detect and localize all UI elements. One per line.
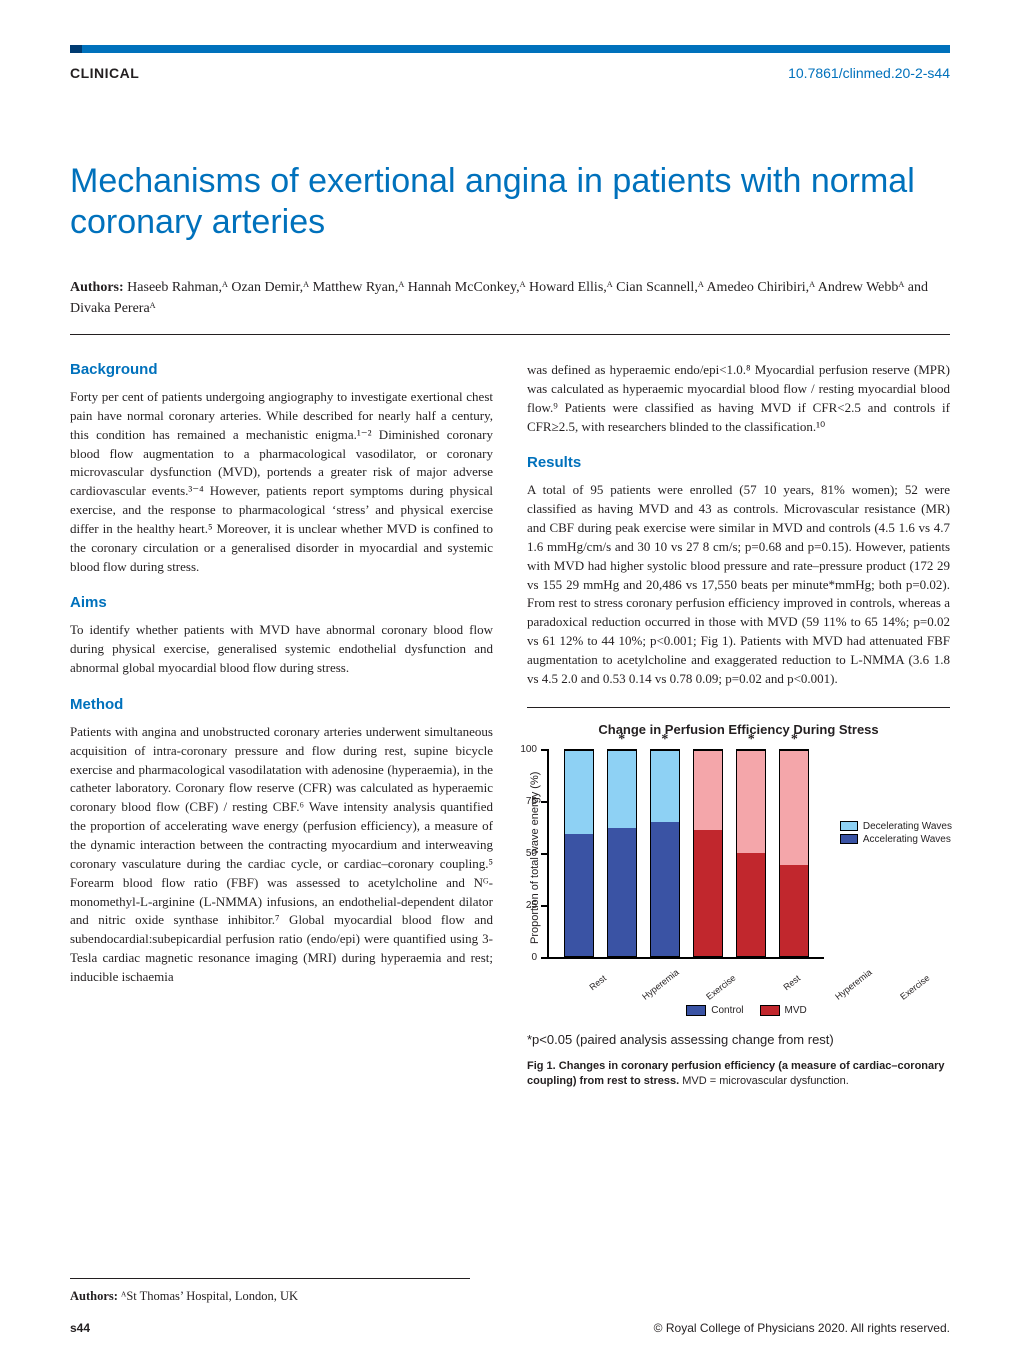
xaxis-labels: RestHyperemiaExerciseRestHyperemiaExerci… bbox=[527, 973, 950, 983]
ytick: 0 bbox=[541, 957, 547, 959]
group-swatch bbox=[760, 1005, 780, 1016]
chart-title: Change in Perfusion Efficiency During St… bbox=[527, 722, 950, 737]
xtick-label: Exercise bbox=[898, 973, 931, 1002]
legend-item: Decelerating Waves bbox=[840, 821, 952, 832]
seg-accel bbox=[565, 834, 593, 956]
significance-star: * bbox=[661, 732, 668, 748]
seg-accel bbox=[737, 853, 765, 956]
series-legend: Decelerating Waves Accelerating Waves bbox=[840, 819, 952, 847]
chart-p-note: *p<0.05 (paired analysis assessing chang… bbox=[527, 1032, 950, 1047]
heading-background: Background bbox=[70, 361, 493, 378]
ytick: 25 bbox=[541, 905, 547, 907]
bar-control-exercise: * bbox=[650, 749, 680, 957]
chart-legend-pad: Decelerating Waves Accelerating Waves bbox=[824, 743, 950, 973]
group-label: MVD bbox=[785, 1005, 807, 1016]
group-legend: Control MVD bbox=[527, 1005, 950, 1016]
chart-area: Proportion of total wave energy (%) ****… bbox=[527, 743, 950, 973]
legend-swatch bbox=[840, 821, 858, 831]
chart-plot: **** 0255075100 bbox=[547, 749, 824, 959]
figure-rule bbox=[527, 707, 950, 708]
heading-results: Results bbox=[527, 454, 950, 471]
affiliation-text: Authors: ᴬSt Thomas’ Hospital, London, U… bbox=[70, 1289, 470, 1304]
ytick: 100 bbox=[541, 749, 547, 751]
ytick: 50 bbox=[541, 853, 547, 855]
para-method: Patients with angina and unobstructed co… bbox=[70, 723, 493, 987]
legend-label: Decelerating Waves bbox=[863, 821, 952, 832]
title-rule bbox=[70, 334, 950, 335]
group-label: Control bbox=[711, 1005, 743, 1016]
header-row: CLINICAL 10.7861/clinmed.20-2-s44 bbox=[70, 65, 950, 81]
seg-decel bbox=[780, 750, 808, 865]
xtick-label: Hyperemia bbox=[640, 973, 673, 1002]
affiliation-body: ᴬSt Thomas’ Hospital, London, UK bbox=[121, 1289, 298, 1303]
xtick-label: Hyperemia bbox=[833, 973, 866, 1002]
para-background: Forty per cent of patients undergoing an… bbox=[70, 388, 493, 576]
affiliation-rule bbox=[70, 1278, 470, 1279]
seg-decel bbox=[694, 750, 722, 830]
para-aims: To identify whether patients with MVD ha… bbox=[70, 621, 493, 678]
para-method-cont: was defined as hyperaemic endo/epi<1.0.⁸… bbox=[527, 361, 950, 436]
page-footer: s44 © Royal College of Physicians 2020. … bbox=[70, 1321, 950, 1335]
seg-accel bbox=[780, 865, 808, 956]
page-number: s44 bbox=[70, 1321, 90, 1335]
article-title: Mechanisms of exertional angina in patie… bbox=[70, 161, 950, 243]
significance-star: * bbox=[748, 732, 755, 748]
affiliation-block: Authors: ᴬSt Thomas’ Hospital, London, U… bbox=[70, 1278, 470, 1304]
legend-item: Accelerating Waves bbox=[840, 834, 952, 845]
left-column: Background Forty per cent of patients un… bbox=[70, 361, 493, 1088]
seg-accel bbox=[651, 822, 679, 956]
xtick-label: Rest bbox=[769, 973, 802, 1002]
ytick: 75 bbox=[541, 801, 547, 803]
authors-line: Authors: Haseeb Rahman,ᴬ Ozan Demir,ᴬ Ma… bbox=[70, 277, 950, 320]
bar-control-rest bbox=[564, 749, 594, 957]
figure-1: Change in Perfusion Efficiency During St… bbox=[527, 722, 950, 1089]
authors-list: Haseeb Rahman,ᴬ Ozan Demir,ᴬ Matthew Rya… bbox=[70, 280, 928, 317]
seg-decel bbox=[737, 750, 765, 853]
bar-control-hyperemia: * bbox=[607, 749, 637, 957]
seg-accel bbox=[608, 828, 636, 956]
top-accent-bar bbox=[70, 45, 950, 53]
legend-swatch bbox=[840, 834, 858, 844]
affiliation-label: Authors: bbox=[70, 1289, 118, 1303]
figure-caption: Fig 1. Changes in coronary perfusion eff… bbox=[527, 1059, 950, 1089]
bars-container: **** bbox=[549, 749, 824, 957]
bar-mvd-exercise: * bbox=[779, 749, 809, 957]
seg-decel bbox=[565, 750, 593, 834]
authors-label: Authors: bbox=[70, 280, 124, 295]
copyright-text: © Royal College of Physicians 2020. All … bbox=[654, 1321, 950, 1335]
xtick-label: Rest bbox=[575, 973, 608, 1002]
seg-accel bbox=[694, 830, 722, 956]
two-column-layout: Background Forty per cent of patients un… bbox=[70, 361, 950, 1088]
heading-aims: Aims bbox=[70, 594, 493, 611]
bar-mvd-rest bbox=[693, 749, 723, 957]
significance-star: * bbox=[618, 732, 625, 748]
seg-decel bbox=[651, 750, 679, 822]
figure-caption-rest: MVD = microvascular dysfunction. bbox=[679, 1075, 849, 1087]
group-swatch bbox=[686, 1005, 706, 1016]
right-column: was defined as hyperaemic endo/epi<1.0.⁸… bbox=[527, 361, 950, 1088]
legend-label: Accelerating Waves bbox=[863, 834, 951, 845]
doi-text: 10.7861/clinmed.20-2-s44 bbox=[788, 65, 950, 81]
seg-decel bbox=[608, 750, 636, 828]
bar-mvd-hyperemia: * bbox=[736, 749, 766, 957]
significance-star: * bbox=[791, 732, 798, 748]
heading-method: Method bbox=[70, 696, 493, 713]
xtick-label: Exercise bbox=[704, 973, 737, 1002]
section-label: CLINICAL bbox=[70, 65, 139, 81]
para-results: A total of 95 patients were enrolled (57… bbox=[527, 481, 950, 688]
